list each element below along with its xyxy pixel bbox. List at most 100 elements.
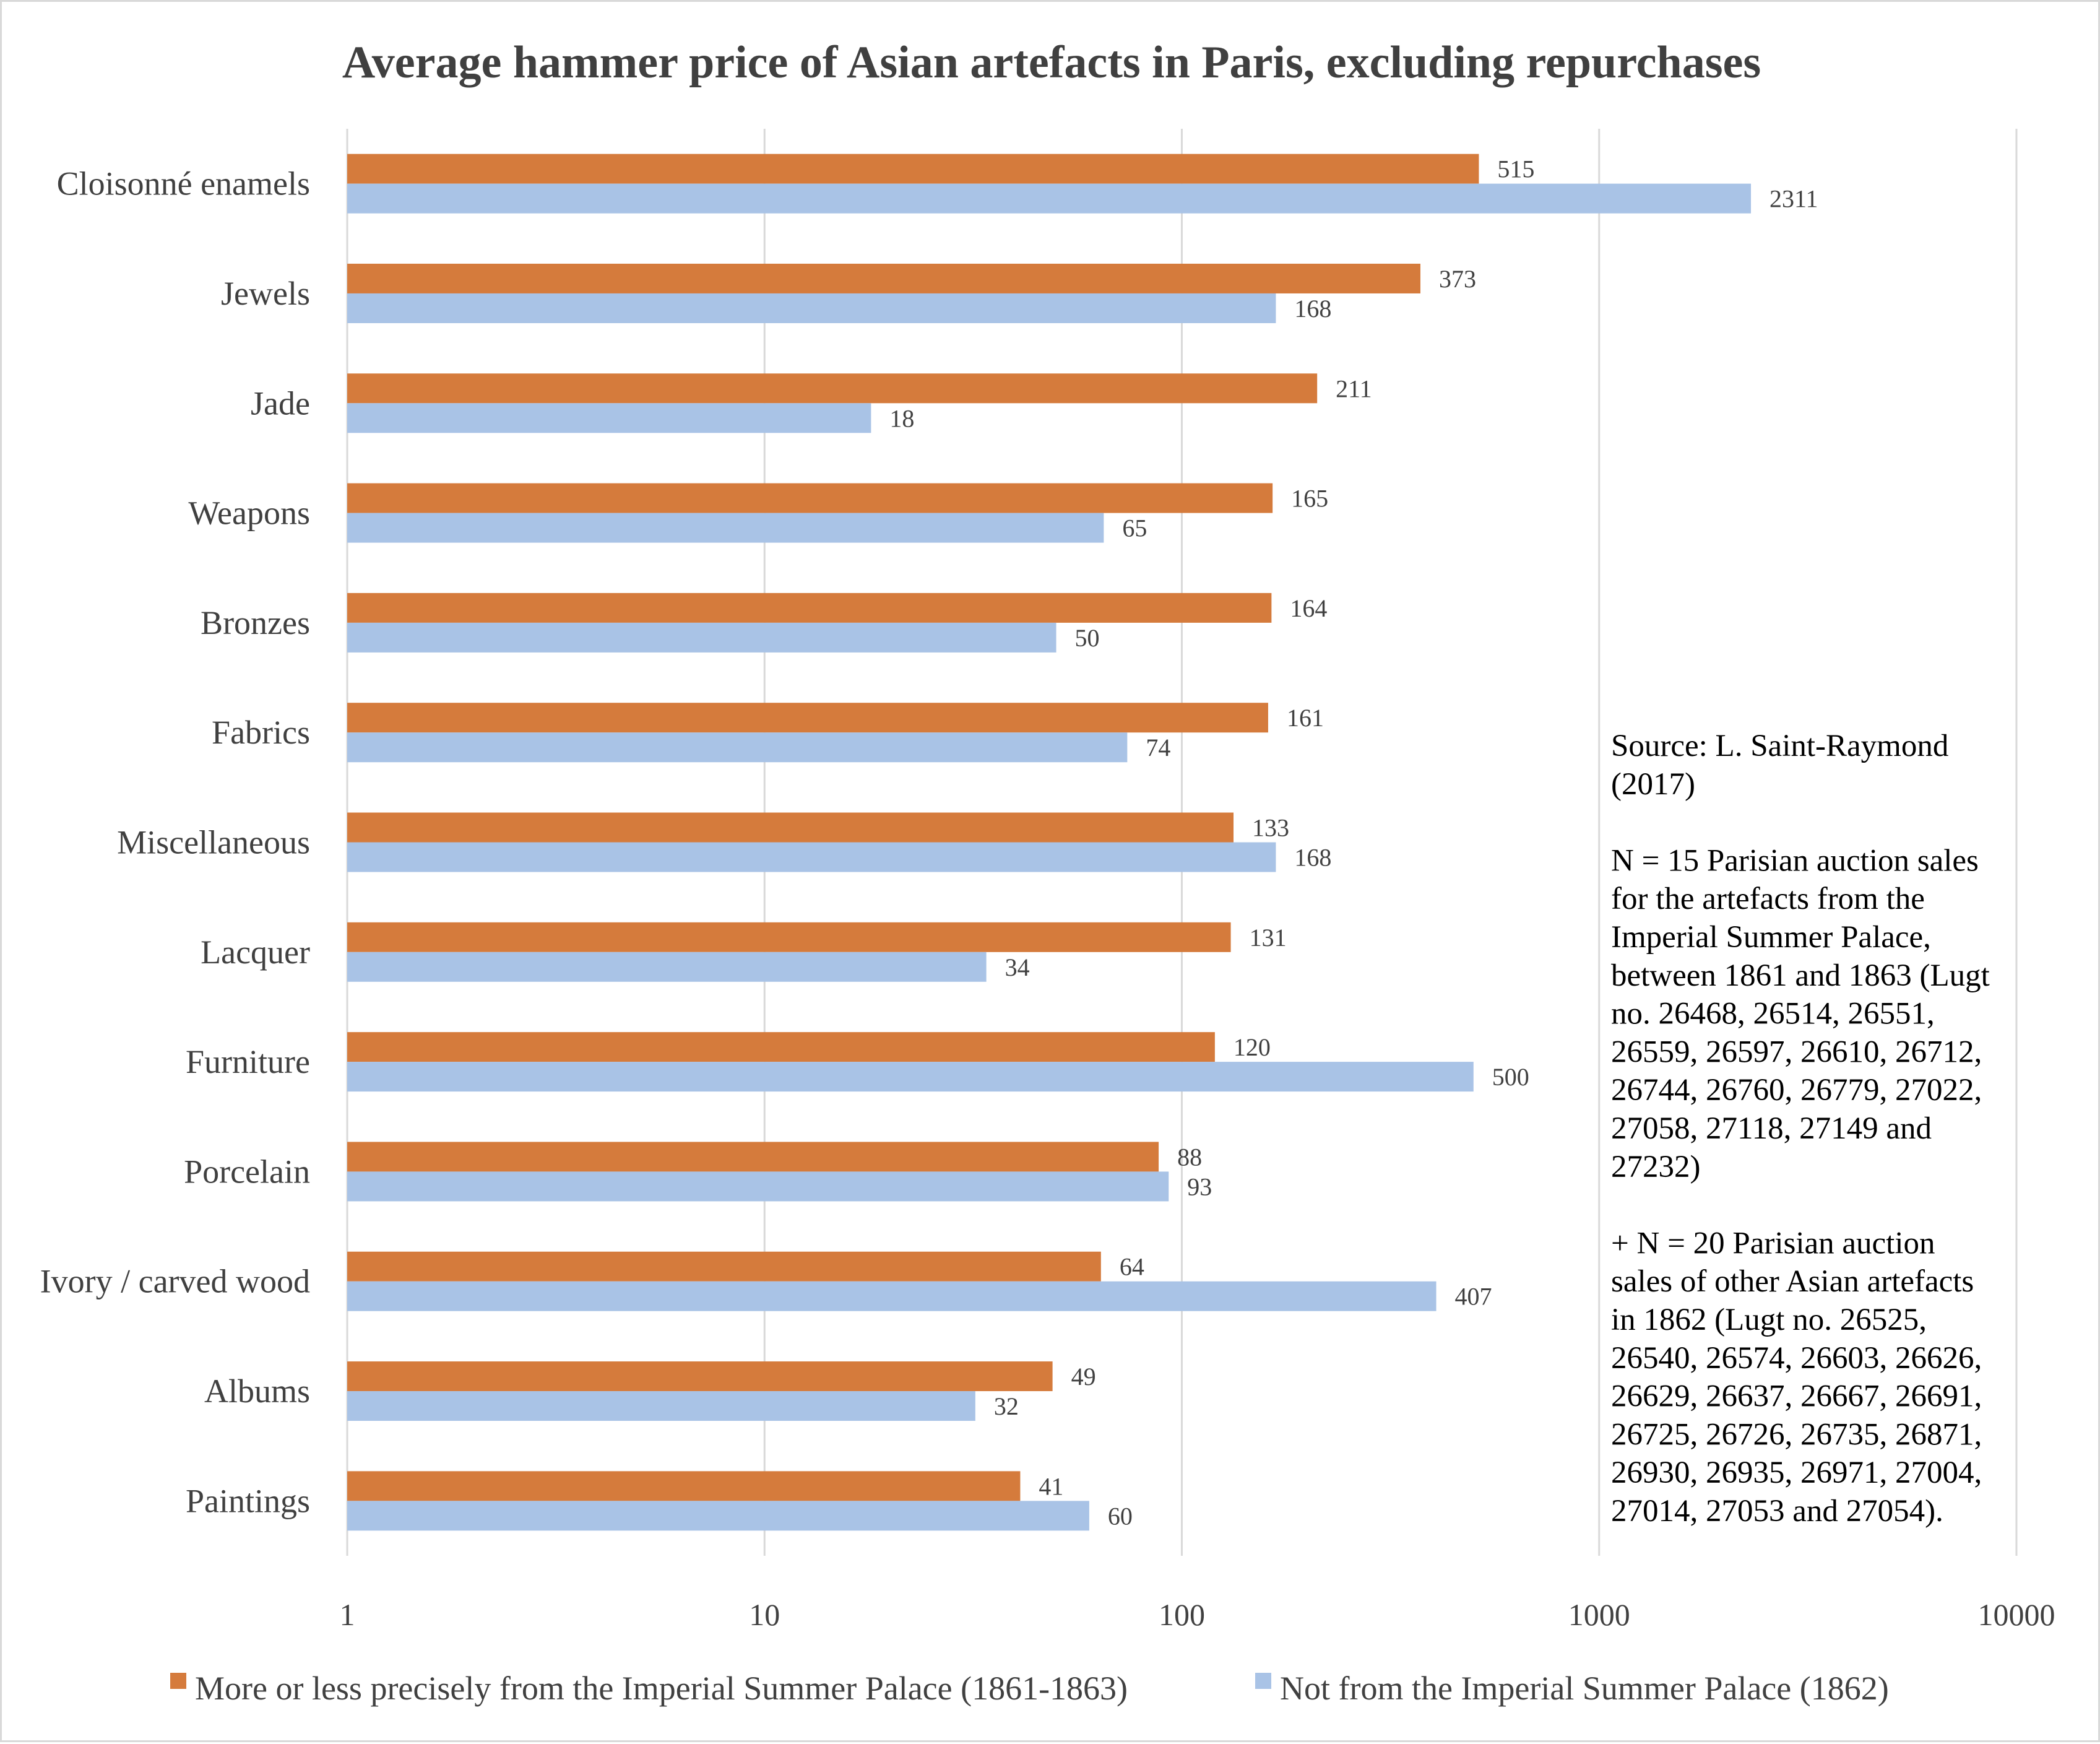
category-label: Albums [204,1373,310,1410]
data-label: 168 [1294,844,1331,872]
bar [347,812,1234,843]
legend-swatch [1255,1673,1271,1689]
category-label: Furniture [186,1043,310,1080]
x-tick-label: 1000 [1568,1597,1630,1632]
annotation-line: 27232) [1611,1150,1700,1184]
data-label: 50 [1075,624,1100,652]
bar [347,154,1479,184]
data-label: 41 [1039,1472,1063,1500]
annotation-line: in 1862 (Lugt no. 26525, [1611,1303,1927,1337]
annotation-line: for the artefacts from the [1611,882,1925,916]
x-tick-label: 10 [749,1597,780,1632]
bar [347,513,1104,543]
category-label: Miscellaneous [117,824,310,861]
data-label: 161 [1287,704,1324,732]
annotation-line: Imperial Summer Palace, [1611,920,1931,955]
category-label: Ivory / carved wood [40,1263,310,1300]
data-label: 407 [1455,1283,1492,1311]
category-label: Weapons [188,495,310,532]
bar [347,1361,1053,1392]
annotation-line: 27014, 27053 and 27054). [1611,1494,1943,1529]
legend-label: Not from the Imperial Summer Palace (186… [1280,1670,1889,1707]
annotation-line: (2017) [1611,767,1695,802]
bar [347,1251,1101,1282]
data-label: 168 [1294,295,1331,323]
category-label: Paintings [186,1482,310,1519]
x-axis: 1 10 100 1000 10000 [340,1597,2055,1632]
data-label: 165 [1291,485,1328,513]
x-tick-label: 100 [1159,1597,1205,1632]
bar [347,1391,975,1421]
annotation-line: 26744, 26760, 26779, 27022, [1611,1073,1982,1108]
annotation-line: 27058, 27118, 27149 and [1611,1111,1932,1146]
bar [347,1062,1474,1092]
data-label: 373 [1439,265,1476,293]
data-label: 64 [1120,1253,1144,1281]
data-label: 93 [1187,1173,1212,1200]
data-label: 164 [1290,594,1327,622]
data-label: 34 [1005,953,1030,981]
data-label: 60 [1108,1502,1133,1530]
data-label: 65 [1122,514,1147,542]
legend-label: More or less precisely from the Imperial… [195,1670,1128,1707]
annotation-line: no. 26468, 26514, 26551, [1611,997,1935,1031]
annotation-line: 26540, 26574, 26603, 26626, [1611,1341,1982,1376]
data-label: 49 [1071,1363,1096,1390]
bar [347,403,871,433]
bar [347,1142,1159,1172]
bar [347,703,1268,733]
data-label: 131 [1250,924,1287,952]
annotation-line: sales of other Asian artefacts [1611,1264,1974,1299]
bar [347,842,1276,872]
bar [347,952,987,982]
category-label: Jewels [221,275,310,312]
bar [347,1032,1215,1062]
bars: 5152311373168211181656516450161741331681… [347,154,1818,1531]
category-label: Jade [251,384,310,422]
category-label: Porcelain [184,1153,310,1190]
data-label: 74 [1146,734,1170,761]
bar [347,1471,1021,1501]
category-label: Bronzes [201,604,310,641]
bar [347,483,1273,513]
bar [347,1501,1089,1531]
bar [347,1171,1169,1202]
category-label: Cloisonné enamels [57,165,310,202]
annotation-line: 26930, 26935, 26971, 27004, [1611,1456,1982,1490]
bar [347,263,1420,293]
x-tick-label: 1 [340,1597,355,1632]
data-label: 211 [1336,375,1372,402]
legend-swatch [170,1673,186,1689]
data-label: 2311 [1769,185,1818,213]
bar [347,293,1276,323]
source-note: Source: L. Saint-Raymond (2017) N = 15 Par… [1611,729,1990,1529]
annotation-line: 26725, 26726, 26735, 26871, [1611,1417,1982,1452]
annotation-line: between 1861 and 1863 (Lugt [1611,958,1990,993]
data-label: 515 [1497,155,1534,183]
bar [347,922,1231,952]
legend: More or less precisely from the Imperial… [170,1670,1889,1707]
bar [347,183,1752,214]
category-labels: Cloisonné enamels Jewels Jade Weapons Bronze… [40,165,310,1520]
data-label: 18 [889,404,914,432]
annotation-line: 26559, 26597, 26610, 26712, [1611,1035,1982,1069]
data-label: 500 [1492,1063,1529,1091]
annotation-line: 26629, 26637, 26667, 26691, [1611,1379,1982,1414]
bar [347,732,1128,763]
annotation-line: N = 15 Parisian auction sales [1611,843,1979,878]
annotation-line: + N = 20 Parisian auction [1611,1226,1935,1260]
chart-title: Average hammer price of Asian artefacts … [342,37,1761,88]
bar [347,1281,1437,1311]
data-label: 120 [1234,1033,1271,1061]
bar [347,373,1318,404]
annotation-line: Source: L. Saint-Raymond [1611,729,1948,763]
data-label: 32 [994,1392,1019,1420]
category-label: Fabrics [212,714,310,751]
bar [347,622,1056,653]
bar [347,592,1272,623]
data-label: 88 [1177,1143,1202,1171]
category-label: Lacquer [201,934,310,971]
data-label: 133 [1252,814,1289,842]
